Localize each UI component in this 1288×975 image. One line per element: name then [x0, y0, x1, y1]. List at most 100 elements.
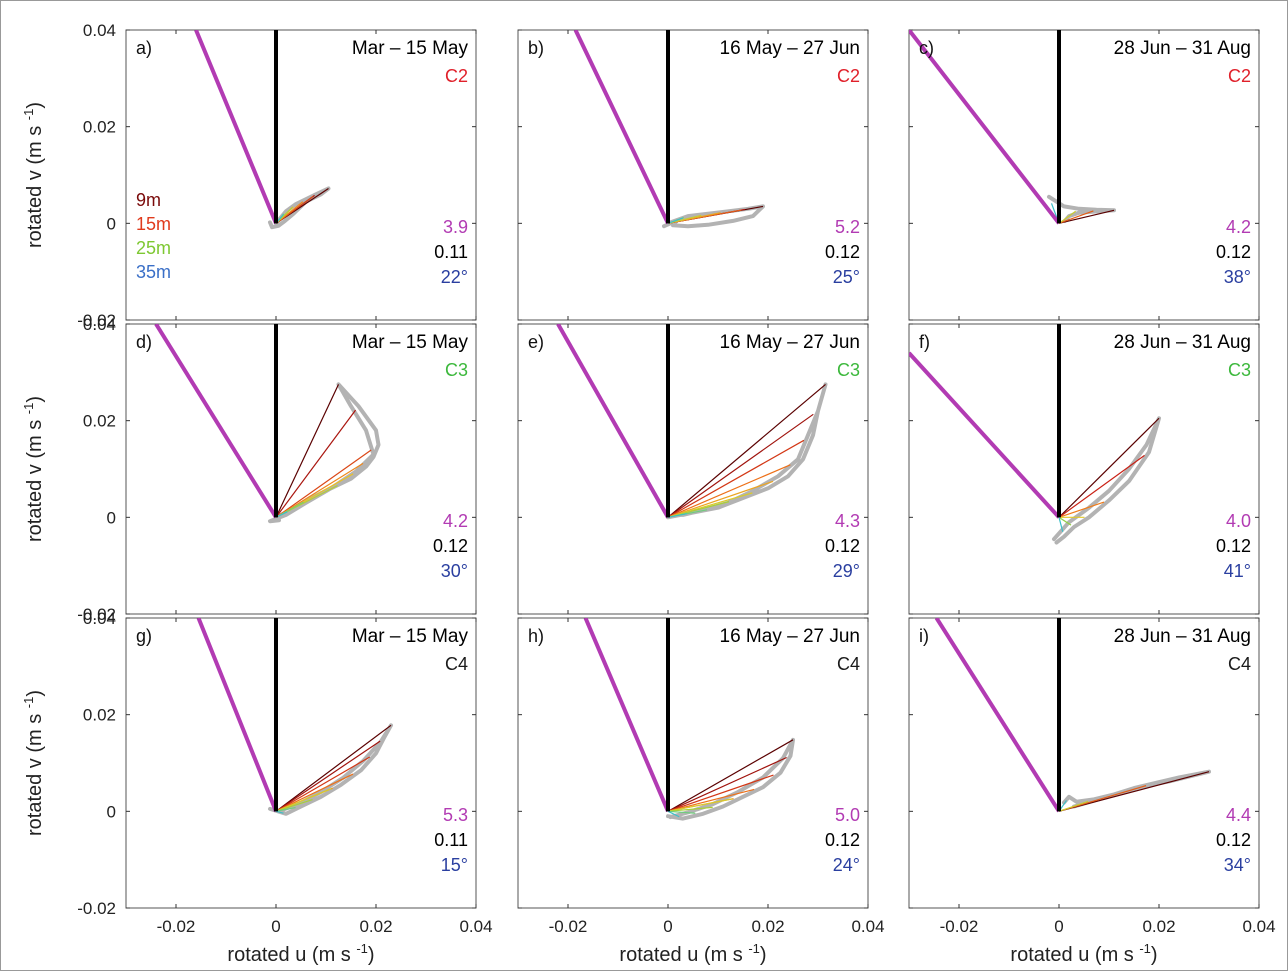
x-tick-label: 0.02	[1142, 917, 1175, 936]
depth-vector	[275, 773, 354, 812]
coefficient-value: 0.12	[1216, 830, 1251, 850]
coefficient-value: 0.12	[433, 536, 468, 556]
depth-vector	[667, 439, 805, 518]
panel-label: f)	[919, 332, 930, 352]
x-tick-label: -0.02	[157, 917, 196, 936]
depth-vector	[667, 383, 826, 518]
depth-vector	[1058, 501, 1105, 518]
x-tick-label: 0.04	[1242, 917, 1275, 936]
panel-plot-layer	[556, 324, 828, 520]
ratio-value: 4.4	[1226, 805, 1251, 825]
depth-vector	[275, 724, 392, 812]
angle-value: 24°	[833, 855, 860, 875]
panel-label: a)	[136, 38, 152, 58]
panel-label: i)	[919, 626, 929, 646]
plot-area	[517, 29, 869, 321]
coefficient-value: 0.12	[825, 830, 860, 850]
angle-value: 25°	[833, 267, 860, 287]
depth-vector	[667, 513, 687, 518]
period-label: Mar – 15 May	[352, 38, 469, 59]
depth-vector	[275, 740, 381, 812]
angle-value: 38°	[1224, 267, 1251, 287]
period-label: Mar – 15 May	[352, 332, 469, 353]
ratio-value: 4.0	[1226, 511, 1251, 531]
plot-area	[908, 617, 1260, 909]
x-axis-label: rotated u (m s -1)	[619, 941, 766, 966]
depth-vector	[1058, 785, 1147, 812]
panel-label: g)	[136, 626, 152, 646]
mooring-label: C2	[445, 66, 468, 86]
depth-vector	[667, 480, 774, 518]
depth-vector	[275, 409, 357, 518]
y-tick-label: 0.04	[83, 315, 116, 334]
coefficient-value: 0.11	[434, 242, 468, 262]
y-tick-label: 0.02	[83, 118, 116, 137]
depth-vector	[667, 464, 791, 518]
panel-b: b) 16 May – 27 Jun C2 5.2 0.12 25°	[517, 29, 869, 321]
depth-vector	[1058, 516, 1072, 526]
panel-label: c)	[919, 38, 934, 58]
depth-vector	[667, 806, 713, 812]
mooring-label: C2	[837, 66, 860, 86]
x-axis-label: rotated u (m s -1)	[227, 941, 374, 966]
depth-vector	[667, 788, 755, 812]
hodograph-curve	[662, 204, 765, 229]
y-tick-label: 0	[107, 802, 116, 821]
depth-vector	[1058, 454, 1145, 518]
angle-value: 41°	[1224, 561, 1251, 581]
depth-vector	[667, 214, 702, 224]
y-tick-label: -0.02	[77, 605, 116, 624]
wind-vector	[583, 618, 670, 813]
depth-vector	[275, 462, 364, 518]
period-label: Mar – 15 May	[352, 626, 469, 647]
y-tick-label: 0	[107, 508, 116, 527]
wind-vector	[934, 618, 1061, 813]
wind-vector	[154, 324, 278, 519]
y-tick-label: 0.02	[83, 706, 116, 725]
mooring-label: C2	[1228, 66, 1251, 86]
depth-vector	[275, 384, 340, 518]
x-tick-label: -0.02	[549, 917, 588, 936]
panel-label: e)	[528, 332, 544, 352]
legend-depth-35m: 35m	[136, 262, 171, 282]
angle-value: 22°	[441, 267, 468, 287]
depth-vector	[1058, 210, 1077, 224]
angle-value: 29°	[833, 561, 860, 581]
depth-vector	[667, 810, 680, 818]
depth-vector	[275, 449, 372, 518]
panel-e: e) 16 May – 27 Jun C3 4.3 0.12 29°	[517, 323, 869, 615]
y-tick-label: -0.02	[77, 311, 116, 330]
depth-vector	[667, 413, 814, 518]
wind-vector	[194, 30, 278, 225]
panel-a: 0.04 0.02 0 -0.02 a) Mar – 15 May C2 3.9 0.11 22°…	[77, 21, 477, 330]
wind-vector	[196, 618, 278, 813]
panel-plot-layer	[909, 324, 1161, 545]
y-tick-label: -0.02	[77, 899, 116, 918]
hodograph-curve	[1052, 416, 1161, 545]
mooring-label: C4	[1228, 654, 1251, 674]
depth-vector	[667, 798, 732, 812]
plot-area	[125, 617, 477, 909]
panel-plot-layer	[194, 30, 331, 230]
ratio-value: 5.3	[443, 805, 468, 825]
depth-vector	[1058, 800, 1089, 812]
depth-vector	[275, 798, 313, 812]
ratio-value: 3.9	[443, 217, 468, 237]
wind-vector	[909, 30, 1061, 225]
depth-vector	[667, 217, 684, 224]
y-tick-label: 0.02	[83, 412, 116, 431]
legend-depth-9m: 9m	[136, 190, 161, 210]
y-axis-label: rotated v (m s -1)	[21, 690, 46, 836]
x-tick-label: 0	[663, 917, 672, 936]
plot-area	[908, 323, 1260, 615]
depth-vector	[667, 501, 730, 518]
y-tick-label: 0.04	[83, 609, 116, 628]
x-tick-label: 0.04	[459, 917, 492, 936]
wind-vector	[573, 30, 670, 225]
panel-plot-layer	[196, 618, 393, 816]
depth-vector	[1058, 771, 1210, 812]
angle-value: 30°	[441, 561, 468, 581]
plot-area	[517, 617, 869, 909]
